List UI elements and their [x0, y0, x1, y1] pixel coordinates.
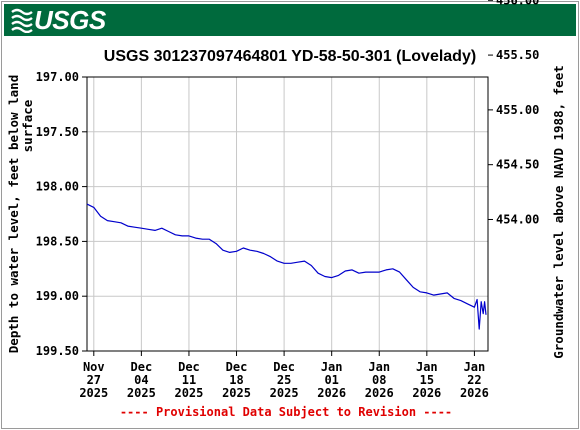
tick-label-month: Jan: [416, 360, 438, 374]
tick-label-day: 25: [277, 373, 291, 387]
tick-label-right: 456.00: [496, 0, 539, 7]
tick-label-month: Dec: [273, 360, 295, 374]
tick-label-right: 455.50: [496, 48, 539, 62]
tick-label-left: 199.50: [36, 344, 79, 358]
tick-label-day: 27: [87, 373, 101, 387]
tick-label-month: Jan: [321, 360, 343, 374]
tick-label-month: Dec: [178, 360, 200, 374]
usgs-wave-icon: [11, 8, 33, 33]
tick-label-year: 2025: [79, 386, 108, 400]
tick-label-month: Jan: [464, 360, 486, 374]
tick-label-left: 197.50: [36, 125, 79, 139]
tick-label-month: Dec: [226, 360, 248, 374]
y-axis-left-label-line2: surface: [20, 99, 35, 152]
tick-label-right: 454.00: [496, 212, 539, 226]
tick-label-year: 2026: [317, 386, 346, 400]
provisional-note: ---- Provisional Data Subject to Revisio…: [120, 405, 452, 419]
tick-label-left: 197.00: [36, 70, 79, 84]
tick-label-day: 18: [229, 373, 243, 387]
y-axis-left-label-line1: Depth to water level, feet below land: [6, 75, 21, 353]
tick-layer: 197.00 197.50 198.00 198.50 199.00 199.50 456.…: [36, 0, 539, 400]
chart-title: USGS 301237097464801 YD-58-50-301 (Lovel…: [104, 48, 476, 65]
series-layer: [86, 203, 487, 330]
tick-label-year: 2026: [365, 386, 394, 400]
tick-label-year: 2026: [412, 386, 441, 400]
tick-label-left: 198.50: [36, 234, 79, 248]
tick-label-right: 454.50: [496, 158, 539, 172]
tick-label-year: 2025: [174, 386, 203, 400]
tick-label-left: 199.00: [36, 289, 79, 303]
usgs-banner: USGS: [4, 4, 576, 36]
tick-label-year: 2025: [127, 386, 156, 400]
tick-label-day: 11: [182, 373, 196, 387]
tick-label-year: 2025: [222, 386, 251, 400]
tick-label-year: 2026: [460, 386, 489, 400]
tick-label-right: 455.00: [496, 103, 539, 117]
y-axis-right-label: Groundwater level above NAVD 1988, feet: [551, 65, 566, 359]
grid-layer: [87, 77, 488, 351]
tick-label-day: 08: [372, 373, 386, 387]
series-line: [86, 203, 487, 330]
tick-label-left: 198.00: [36, 180, 79, 194]
tick-label-day: 01: [324, 373, 338, 387]
tick-label-day: 22: [467, 373, 481, 387]
usgs-logo-text: USGS: [34, 5, 106, 35]
tick-label-month: Dec: [131, 360, 153, 374]
tick-label-day: 04: [134, 373, 148, 387]
tick-label-day: 15: [420, 373, 434, 387]
plot-area: [86, 76, 489, 352]
tick-label-month: Nov: [83, 360, 105, 374]
tick-label-month: Jan: [368, 360, 390, 374]
tick-label-year: 2025: [270, 386, 299, 400]
